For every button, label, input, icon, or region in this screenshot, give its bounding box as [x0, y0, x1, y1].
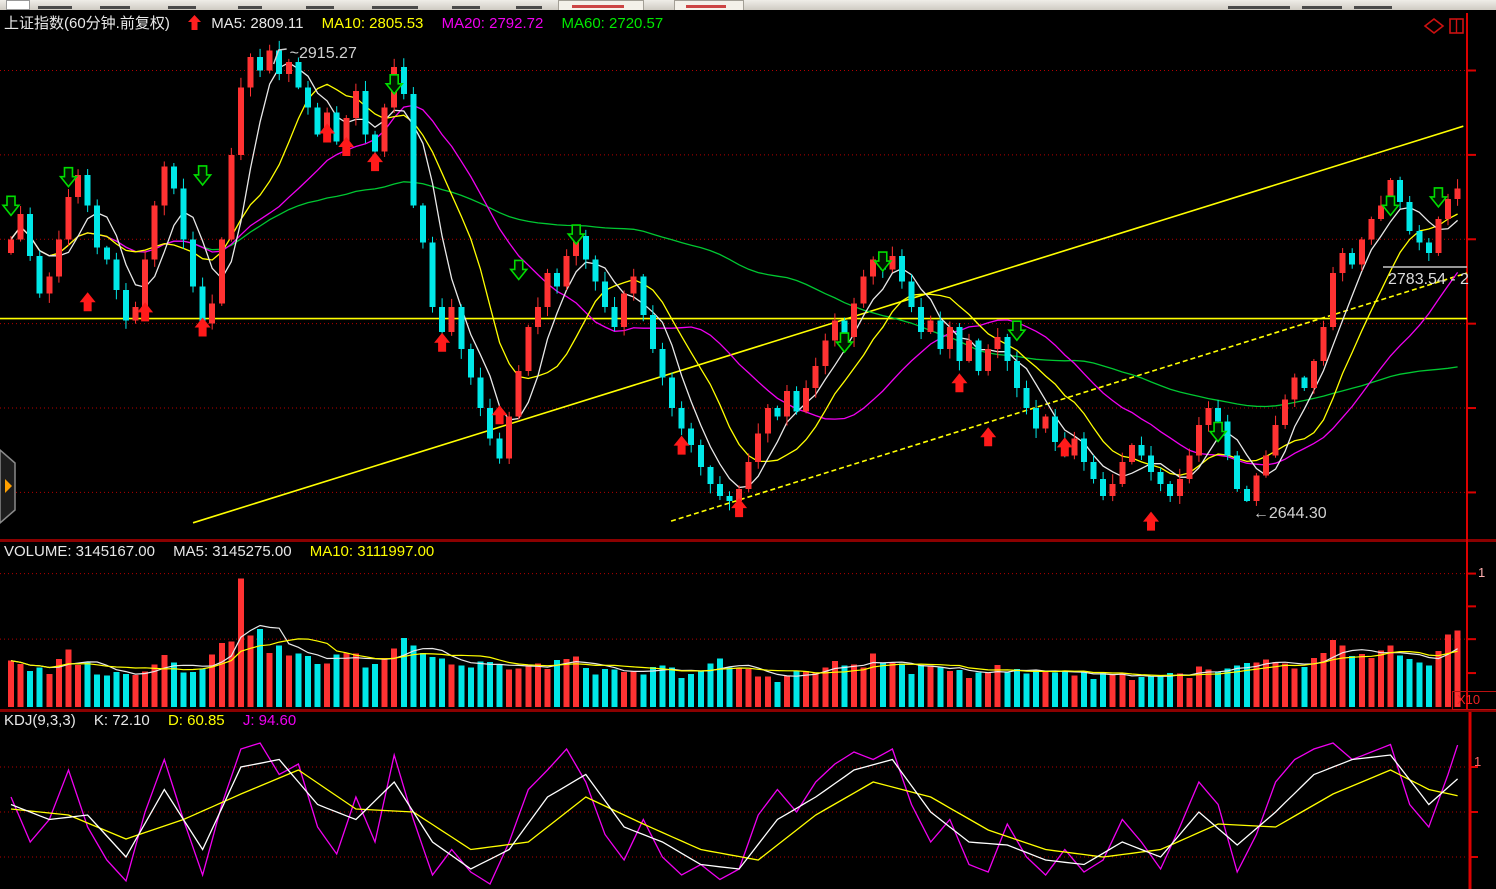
- price-pane-header: 上证指数(60分钟.前复权) MA5: 2809.11 MA10: 2805.5…: [4, 12, 677, 32]
- toolbar-app-icon: [6, 0, 30, 10]
- diamond-icon: [1423, 17, 1445, 35]
- buy-arrow-icon: [79, 292, 96, 312]
- ma60-value: MA60: 2720.57: [561, 15, 664, 32]
- ma5-value: MA5: 2809.11: [211, 15, 304, 32]
- toolbar-remnant: [1354, 6, 1392, 9]
- volume-bars-layer: [8, 578, 1461, 707]
- buy-arrow-icon: [137, 302, 154, 322]
- toolbar-remnant: [238, 6, 262, 9]
- candles-layer: [8, 40, 1461, 511]
- toolbar-remnant: [372, 6, 418, 9]
- sell-arrow-icon: [1208, 421, 1228, 443]
- svg-text:←2644.30: ←2644.30: [1253, 505, 1327, 522]
- signal-arrows: [1, 74, 1449, 531]
- price-annotations: ~2915.27 ←2644.30: [272, 45, 1327, 522]
- sell-arrow-icon: [873, 251, 893, 273]
- toolbar-remnant: [1302, 6, 1342, 9]
- sell-arrow-icon: [566, 224, 586, 246]
- buy-arrow-icon: [731, 498, 748, 518]
- volume-pane-header: VOLUME: 3145167.00 MA5: 3145275.00 MA10:…: [4, 543, 448, 561]
- volume-axis-label: 1: [1478, 565, 1486, 580]
- volume-ma10-value: MA10: 3111997.00: [309, 543, 435, 560]
- ma20-value: MA20: 2792.72: [441, 15, 544, 32]
- toolbar-remnant: [306, 6, 334, 9]
- kdj-j-value: J: 94.60: [242, 712, 297, 729]
- pane-corner-icons[interactable]: [1423, 17, 1464, 35]
- sell-arrow-icon: [192, 165, 213, 187]
- sell-arrow-icon: [1428, 187, 1449, 209]
- toolbar-remnant: [100, 6, 130, 9]
- kdj-d-value: D: 60.85: [167, 712, 225, 729]
- up-arrow-icon: [188, 15, 205, 32]
- buy-arrow-icon: [367, 152, 384, 172]
- sell-arrow-icon: [1007, 320, 1027, 342]
- buy-arrow-icon: [194, 317, 211, 337]
- kdj-k-value: K: 72.10: [93, 712, 150, 729]
- price-ma-lines: [10, 61, 1459, 489]
- buy-arrow-icon: [491, 405, 508, 425]
- ma10-value: MA10: 2805.53: [321, 15, 424, 32]
- ma10-line: [10, 83, 1458, 476]
- buy-arrow-icon: [980, 427, 997, 447]
- buy-arrow-icon: [673, 435, 690, 455]
- toolbar-red-remnant: [686, 5, 726, 8]
- expand-arrow-icon: [5, 479, 12, 493]
- volume-ma-lines: [10, 624, 1458, 677]
- kdj-title: KDJ(9,3,3): [4, 712, 76, 729]
- ma60-line: [10, 181, 1458, 408]
- buy-arrow-icon: [951, 373, 968, 393]
- volume-value: VOLUME: 3145167.00: [4, 543, 155, 560]
- toolbar-remnant: [516, 6, 542, 9]
- toolbar-remnant: [168, 6, 196, 9]
- kdj-k-line: [10, 754, 1459, 870]
- sell-arrow-icon: [834, 332, 855, 354]
- kdj-lines: [10, 742, 1459, 885]
- buy-arrow-icon: [1143, 511, 1160, 531]
- kdj-j-line: [10, 742, 1459, 885]
- volume-ma5-value: MA5: 3145275.00: [173, 543, 292, 560]
- last-price-marker: 2783.54 - 2: [1383, 266, 1469, 288]
- gridlines: [0, 70, 1467, 858]
- pane-separators: [0, 539, 1496, 712]
- buy-arrow-icon: [319, 123, 336, 143]
- volume-multiplier-label: X10: [1452, 691, 1496, 710]
- sell-arrow-icon: [58, 166, 79, 188]
- price-axis: [1466, 13, 1478, 889]
- sell-arrow-icon: [1, 195, 21, 217]
- sell-arrow-icon: [1380, 195, 1401, 217]
- toolbar-remnant: [452, 6, 480, 9]
- buy-arrow-icon: [338, 136, 355, 156]
- toolbar-red-remnant: [572, 5, 624, 8]
- toolbar-remnant: [38, 6, 72, 9]
- svg-text:2783.54 - 2: 2783.54 - 2: [1388, 271, 1469, 288]
- symbol-title: 上证指数(60分钟.前复权): [4, 15, 170, 32]
- kdj-axis-label: 1: [1474, 754, 1482, 769]
- left-expand-tab[interactable]: [0, 449, 16, 524]
- kdj-d-line: [10, 769, 1458, 861]
- sell-arrow-icon: [384, 74, 404, 96]
- svg-text:~2915.27: ~2915.27: [290, 45, 357, 62]
- trendlines: [192, 125, 1468, 524]
- volume-ma10-line: [10, 638, 1458, 677]
- volume-ma5-line: [10, 624, 1458, 677]
- buy-arrow-icon: [434, 332, 451, 352]
- kdj-pane-header: KDJ(9,3,3) K: 72.10 D: 60.85 J: 94.60: [4, 712, 310, 730]
- toolbar-remnant: [1228, 6, 1290, 9]
- buy-arrow-icon: [1056, 437, 1073, 457]
- chart-background: [0, 10, 1496, 889]
- sell-arrow-icon: [509, 259, 529, 281]
